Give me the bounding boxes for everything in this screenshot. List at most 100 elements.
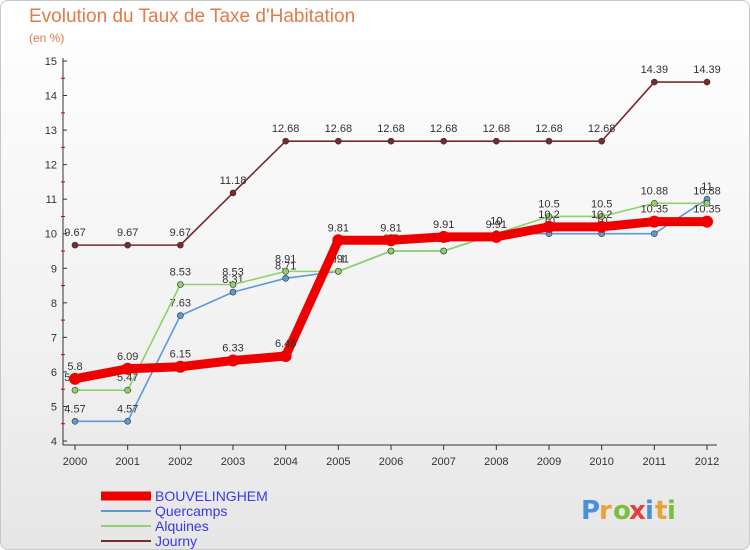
x-tick-label: 2010: [589, 456, 613, 468]
data-label: 8.71: [275, 260, 296, 272]
y-tick-label: 10: [45, 229, 57, 241]
data-label: 10.35: [641, 204, 669, 216]
data-point: [121, 362, 134, 375]
data-point: [440, 247, 447, 255]
data-point: [177, 241, 184, 249]
y-tick-label: 11: [46, 194, 57, 206]
data-label: 14.39: [693, 64, 721, 76]
y-tick-label: 7: [51, 332, 57, 344]
brand-logo-letter: x: [629, 496, 646, 526]
data-point: [651, 230, 658, 238]
x-tick-label: 2009: [537, 456, 561, 468]
chart-subtitle: (en %): [29, 31, 65, 45]
data-label: 5.47: [117, 372, 138, 384]
data-point: [124, 241, 131, 249]
data-label: 11.18: [220, 175, 247, 187]
data-point: [387, 137, 395, 145]
data-point: [335, 137, 342, 145]
data-label: 12.68: [430, 123, 458, 135]
y-tick-label: 5: [51, 401, 57, 413]
data-point: [598, 213, 605, 220]
y-tick-label: 6: [51, 367, 57, 379]
data-point: [279, 350, 292, 363]
chart-title: Evolution du Taux de Taxe d'Habitation: [29, 6, 356, 27]
data-point: [490, 230, 503, 243]
data-label: 9.67: [117, 227, 138, 239]
legend-label: Journy: [155, 533, 197, 549]
data-point: [387, 247, 395, 255]
data-label: 12.68: [325, 123, 353, 135]
data-point: [703, 200, 711, 207]
brand-logo-letter: t: [655, 496, 667, 526]
brand-logo-letter: o: [613, 496, 631, 526]
data-label: 8.53: [170, 267, 191, 279]
data-point: [493, 137, 500, 145]
legend-label: Quercamps: [155, 503, 227, 519]
brand-logo-letter: P: [581, 496, 600, 526]
x-tick-label: 2006: [379, 456, 403, 468]
y-tick-label: 13: [45, 125, 57, 137]
data-point: [440, 137, 447, 145]
y-tick-label: 8: [51, 298, 57, 310]
data-label: 5.8: [67, 361, 82, 373]
data-point: [437, 230, 450, 243]
x-tick-label: 2005: [326, 456, 350, 468]
y-tick-label: 14: [45, 91, 57, 103]
data-label: 7.63: [170, 298, 191, 310]
data-point: [282, 268, 289, 275]
data-label: 9.67: [170, 227, 191, 239]
data-point: [651, 200, 658, 207]
data-point: [545, 137, 553, 145]
data-label: 6.33: [222, 343, 243, 355]
data-label: 14.39: [641, 64, 669, 76]
data-label: 9.91: [486, 219, 507, 231]
data-label: 10.2: [591, 209, 612, 221]
data-label: 12.68: [377, 123, 405, 135]
data-label: 8.91: [275, 253, 296, 265]
data-label: 10: [490, 216, 502, 228]
data-label: 12.68: [272, 123, 300, 135]
brand-logo-letter: i: [667, 496, 676, 526]
data-label: 9.81: [328, 222, 349, 234]
x-tick-label: 2001: [115, 456, 139, 468]
data-point: [651, 78, 658, 86]
x-tick-label: 2008: [484, 456, 508, 468]
data-label: 10.2: [538, 209, 559, 221]
data-point: [124, 418, 131, 425]
y-tick-label: 12: [45, 160, 57, 172]
data-label: 9.67: [64, 227, 85, 239]
data-label: 10.5: [591, 198, 612, 210]
x-tick-label: 2000: [63, 456, 87, 468]
data-point: [648, 215, 661, 228]
data-label: 8.53: [222, 267, 243, 279]
data-point: [229, 288, 237, 296]
data-point: [177, 281, 184, 288]
data-point: [124, 386, 131, 394]
data-label: 9.81: [380, 222, 401, 234]
data-label: 6.09: [117, 351, 138, 363]
data-point: [332, 234, 345, 247]
x-tick-label: 2002: [168, 456, 192, 468]
data-point: [545, 213, 553, 220]
data-point: [69, 372, 81, 385]
x-tick-label: 2004: [273, 456, 297, 468]
data-point: [543, 220, 555, 233]
data-label: 12.68: [483, 123, 511, 135]
data-point: [282, 274, 289, 282]
data-label: 4.57: [64, 403, 85, 415]
data-label: 6.15: [170, 349, 191, 361]
data-point: [71, 241, 79, 249]
data-point: [177, 312, 184, 319]
x-tick-label: 2011: [643, 456, 667, 468]
x-tick-label: 2003: [221, 456, 245, 468]
data-point: [703, 78, 711, 86]
data-label: 11: [701, 181, 712, 193]
data-point: [385, 234, 397, 247]
data-label: 10.88: [641, 185, 669, 197]
data-point: [598, 137, 605, 145]
brand-logo-letter: i: [645, 496, 654, 526]
y-tick-label: 4: [51, 436, 57, 448]
x-tick-label: 2007: [431, 456, 455, 468]
data-point: [227, 354, 239, 367]
data-point: [229, 281, 237, 288]
